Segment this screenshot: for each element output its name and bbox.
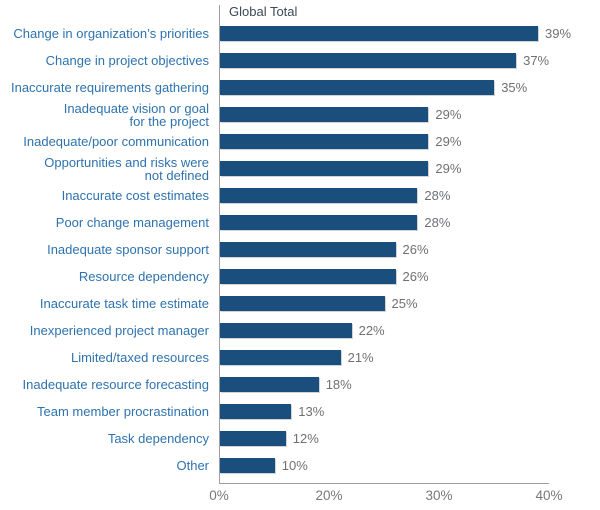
value-label: 13%	[298, 404, 325, 419]
bar	[220, 431, 286, 446]
bar-rows: Change in organization’s priorities 39% Ch…	[0, 20, 600, 479]
x-tick-label: 0%	[209, 488, 229, 503]
bar-track: 29%	[220, 134, 600, 149]
category-label: Resource dependency	[78, 269, 209, 284]
x-tick-label: 20%	[315, 488, 343, 503]
value-label: 28%	[424, 188, 451, 203]
bar	[220, 350, 341, 365]
bar-row: Other 10%	[0, 452, 600, 479]
bar-track: 37%	[220, 53, 600, 68]
x-tick-label: 30%	[425, 488, 453, 503]
y-axis-line	[219, 5, 220, 483]
category-label: Inaccurate requirements gathering	[10, 80, 209, 95]
bar-row: Resource dependency 26%	[0, 263, 600, 290]
bar-row: Inaccurate requirements gathering 35%	[0, 74, 600, 101]
bar-track: 25%	[220, 296, 600, 311]
bar-track: 13%	[220, 404, 600, 419]
bar-row: Opportunities and risks were not defined…	[0, 155, 600, 182]
value-label: 18%	[325, 377, 352, 392]
value-label: 26%	[402, 242, 429, 257]
value-label: 26%	[402, 269, 429, 284]
bar-row: Inadequate/poor communication 29%	[0, 128, 600, 155]
value-label: 37%	[523, 53, 550, 68]
chart-title: Global Total	[229, 4, 298, 19]
bar	[220, 80, 495, 95]
category-label: Change in project objectives	[45, 53, 209, 68]
category-label: Team member procrastination	[37, 404, 209, 419]
category-label: Poor change management	[55, 215, 209, 230]
bar	[220, 269, 396, 284]
bar-track: 26%	[220, 269, 600, 284]
bar-row: Inadequate resource forecasting 18%	[0, 371, 600, 398]
value-label: 29%	[435, 134, 462, 149]
bar-row: Inaccurate cost estimates 28%	[0, 182, 600, 209]
value-label: 39%	[545, 26, 572, 41]
bar	[220, 377, 319, 392]
bar	[220, 458, 275, 473]
bar	[220, 161, 429, 176]
bar	[220, 26, 538, 41]
category-label: Inaccurate cost estimates	[61, 188, 209, 203]
bar	[220, 134, 429, 149]
bar	[220, 188, 418, 203]
category-label: Inadequate sponsor support	[47, 242, 209, 257]
bar	[220, 296, 385, 311]
bar-row: Task dependency 12%	[0, 425, 600, 452]
value-label: 12%	[292, 431, 319, 446]
bar-track: 28%	[220, 188, 600, 203]
bar-track: 22%	[220, 323, 600, 338]
category-label: Other	[176, 458, 209, 473]
bar-row: Team member procrastination 13%	[0, 398, 600, 425]
bar-row: Change in organization’s priorities 39%	[0, 20, 600, 47]
value-label: 25%	[391, 296, 418, 311]
bar	[220, 242, 396, 257]
bar-row: Limited/taxed resources 21%	[0, 344, 600, 371]
bar	[220, 323, 352, 338]
bar-row: Change in project objectives 37%	[0, 47, 600, 74]
value-label: 35%	[501, 80, 528, 95]
value-label: 21%	[347, 350, 374, 365]
x-tick-label: 40%	[535, 488, 563, 503]
bar-track: 29%	[220, 107, 600, 122]
bar-row: Poor change management 28%	[0, 209, 600, 236]
category-label: Inexperienced project manager	[29, 323, 209, 338]
value-label: 10%	[281, 458, 308, 473]
bar	[220, 404, 292, 419]
category-label: Inadequate vision or goal for the projec…	[63, 100, 209, 129]
category-label: Limited/taxed resources	[70, 350, 209, 365]
bar-track: 29%	[220, 161, 600, 176]
value-label: 29%	[435, 161, 462, 176]
category-label: Change in organization’s priorities	[13, 26, 209, 41]
bar-row: Inadequate sponsor support 26%	[0, 236, 600, 263]
category-label: Inaccurate task time estimate	[39, 296, 209, 311]
bar-row: Inaccurate task time estimate 25%	[0, 290, 600, 317]
x-axis-line	[219, 483, 549, 484]
bar-row: Inadequate vision or goal for the projec…	[0, 101, 600, 128]
bar	[220, 215, 418, 230]
category-label: Inadequate resource forecasting	[22, 377, 209, 392]
bar	[220, 53, 517, 68]
category-label: Opportunities and risks were not defined	[44, 154, 209, 183]
bar-track: 10%	[220, 458, 600, 473]
value-label: 28%	[424, 215, 451, 230]
value-label: 22%	[358, 323, 385, 338]
bar-track: 21%	[220, 350, 600, 365]
x-axis-tick-labels: 0% 20% 30% 40%	[209, 488, 562, 505]
category-label: Task dependency	[107, 431, 209, 446]
bar-track: 35%	[220, 80, 600, 95]
category-label: Inadequate/poor communication	[23, 134, 209, 149]
bar-track: 12%	[220, 431, 600, 446]
bar-row: Inexperienced project manager 22%	[0, 317, 600, 344]
bar-track: 39%	[220, 26, 600, 41]
bar	[220, 107, 429, 122]
bar-track: 28%	[220, 215, 600, 230]
value-label: 29%	[435, 107, 462, 122]
bar-track: 26%	[220, 242, 600, 257]
bar-track: 18%	[220, 377, 600, 392]
